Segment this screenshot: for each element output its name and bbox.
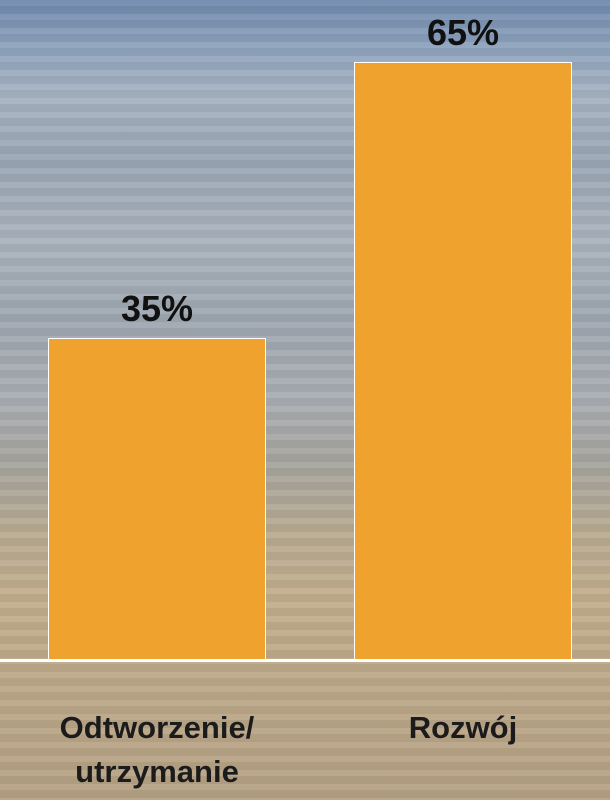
- x-tick-label: Odtworzenie/ utrzymanie: [59, 710, 255, 789]
- x-tick-label: Rozwój: [408, 710, 518, 745]
- bar: [48, 338, 266, 660]
- baseline: [0, 659, 610, 662]
- bar: [354, 62, 572, 660]
- value-label: 65%: [426, 12, 500, 53]
- value-label: 35%: [120, 288, 194, 329]
